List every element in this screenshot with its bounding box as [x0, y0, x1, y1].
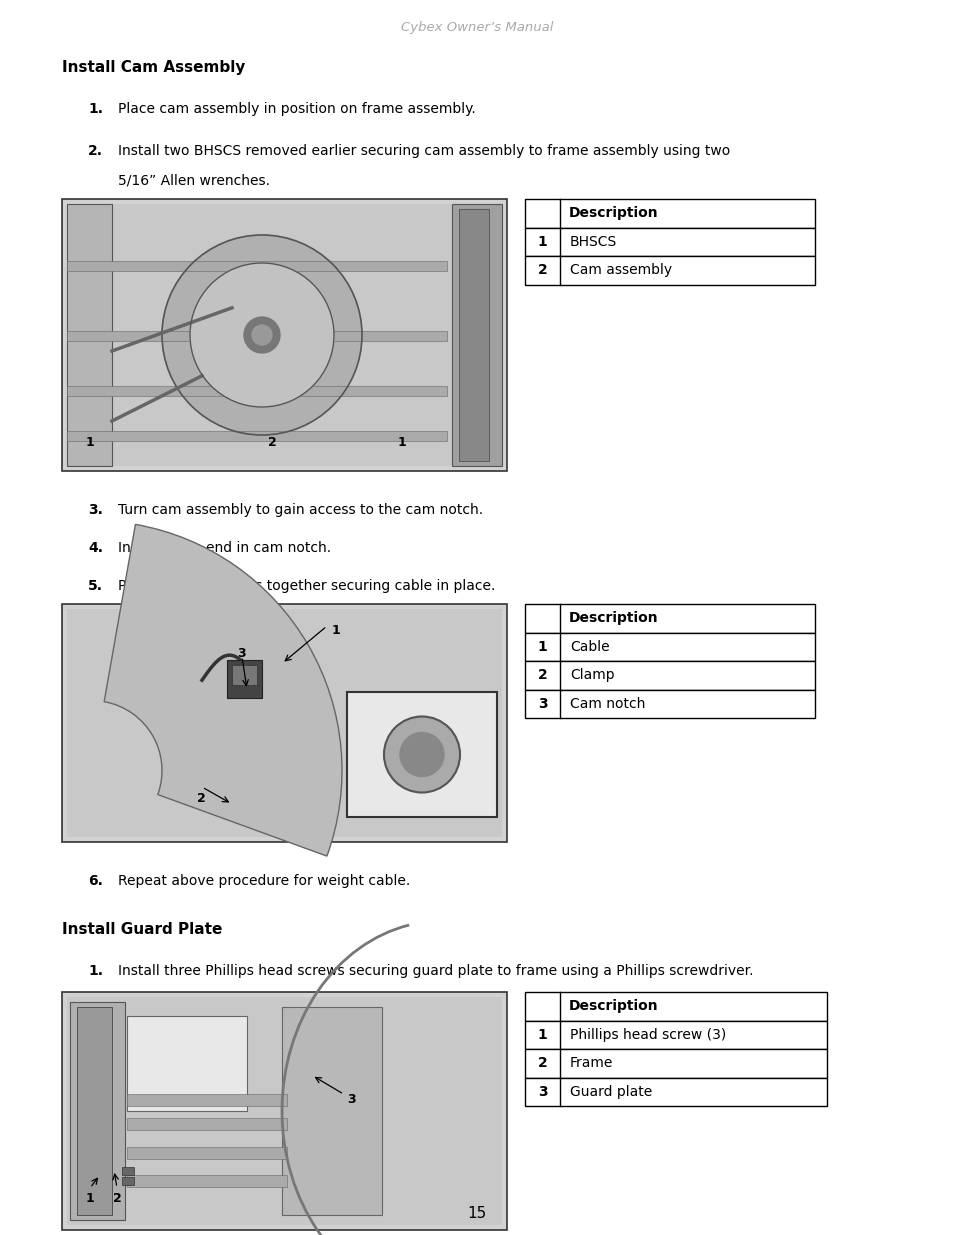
Text: Install Cam Assembly: Install Cam Assembly [62, 61, 245, 75]
Text: 1: 1 [86, 436, 94, 450]
Bar [127, 1118, 287, 1130]
Text: 1: 1 [332, 624, 340, 637]
Text: 1: 1 [537, 640, 547, 653]
Text: Install three Phillips head screws securing guard plate to frame using a Phillip: Install three Phillips head screws secur… [118, 965, 753, 978]
Bar [67, 204, 501, 466]
Bar [524, 992, 826, 1020]
Bar [232, 666, 256, 685]
Circle shape [399, 732, 443, 777]
Bar [77, 1007, 112, 1215]
Text: Install two BHSCS removed earlier securing cam assembly to frame assembly using : Install two BHSCS removed earlier securi… [118, 144, 729, 158]
Text: Cam notch: Cam notch [569, 697, 644, 711]
Bar [282, 1007, 381, 1215]
Text: 2: 2 [112, 1192, 121, 1205]
Circle shape [244, 317, 280, 353]
Text: 2: 2 [196, 792, 206, 805]
Text: Repeat above procedure for weight cable.: Repeat above procedure for weight cable. [118, 874, 410, 888]
Text: 5/16” Allen wrenches.: 5/16” Allen wrenches. [118, 174, 270, 188]
Text: Cybex Owner’s Manual: Cybex Owner’s Manual [400, 21, 553, 33]
Circle shape [162, 235, 361, 435]
Bar [62, 992, 506, 1230]
Bar [127, 1016, 247, 1112]
Text: Cable: Cable [569, 640, 609, 653]
Bar [524, 1049, 826, 1077]
Text: Description: Description [568, 206, 658, 220]
Text: 1: 1 [86, 1192, 94, 1205]
Circle shape [190, 263, 334, 408]
Text: 2: 2 [537, 1056, 547, 1071]
Text: 1: 1 [397, 436, 406, 450]
Text: Install Guard Plate: Install Guard Plate [62, 923, 222, 937]
Text: 2: 2 [268, 436, 276, 450]
Bar [524, 1077, 826, 1107]
Bar [62, 604, 506, 842]
Text: Phillips head screw (3): Phillips head screw (3) [569, 1028, 725, 1042]
Bar [67, 204, 112, 466]
Text: 4.: 4. [88, 541, 103, 555]
Text: 1.: 1. [88, 965, 103, 978]
Bar [67, 431, 447, 441]
Bar [67, 261, 447, 270]
Text: 6.: 6. [88, 874, 103, 888]
Bar [67, 387, 447, 396]
Text: Frame: Frame [569, 1056, 613, 1071]
Bar [524, 199, 814, 227]
Bar [524, 632, 814, 661]
Bar [122, 1167, 133, 1174]
Bar [67, 609, 501, 837]
Bar [524, 256, 814, 284]
Text: Turn cam assembly to gain access to the cam notch.: Turn cam assembly to gain access to the … [118, 503, 482, 517]
Text: 1: 1 [537, 235, 547, 248]
Bar [67, 331, 447, 341]
Text: Clamp: Clamp [569, 668, 614, 682]
Text: Description: Description [568, 611, 658, 625]
Text: 1.: 1. [88, 103, 103, 116]
Text: Place cam assembly in position on frame assembly.: Place cam assembly in position on frame … [118, 103, 476, 116]
Wedge shape [104, 525, 341, 856]
Bar [524, 689, 814, 718]
Bar [524, 661, 814, 689]
Bar [67, 997, 501, 1225]
Text: Push the clamp ends together securing cable in place.: Push the clamp ends together securing ca… [118, 579, 495, 593]
Bar [70, 1002, 125, 1220]
Text: Install cable end in cam notch.: Install cable end in cam notch. [118, 541, 331, 555]
Bar [452, 204, 501, 466]
Text: Guard plate: Guard plate [569, 1084, 652, 1099]
Bar [524, 227, 814, 256]
Text: 1: 1 [537, 1028, 547, 1042]
Bar [127, 1146, 287, 1158]
Bar [458, 209, 489, 461]
Text: Description: Description [568, 999, 658, 1013]
Bar [524, 1020, 826, 1049]
Circle shape [384, 716, 459, 793]
Text: 2: 2 [537, 668, 547, 682]
Bar [122, 1177, 133, 1186]
Text: 3: 3 [236, 647, 245, 659]
Text: 15: 15 [467, 1205, 486, 1220]
Bar [524, 604, 814, 632]
Text: BHSCS: BHSCS [569, 235, 617, 248]
Text: 3.: 3. [88, 503, 103, 517]
Text: 2.: 2. [88, 144, 103, 158]
Circle shape [252, 325, 272, 345]
Text: Cam assembly: Cam assembly [569, 263, 672, 277]
Text: 3: 3 [347, 1093, 355, 1105]
Text: 5.: 5. [88, 579, 103, 593]
Bar [227, 661, 262, 698]
Text: 2: 2 [537, 263, 547, 277]
Text: 3: 3 [537, 1084, 547, 1099]
Bar [127, 1176, 287, 1187]
Bar [127, 1094, 287, 1107]
Text: 3: 3 [537, 697, 547, 711]
Bar [347, 692, 497, 818]
Bar [62, 199, 506, 471]
